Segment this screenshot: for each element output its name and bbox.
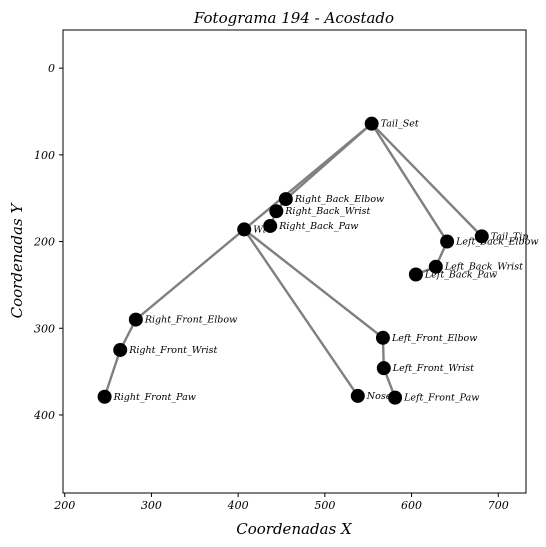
joint-label-tail-tip: Tail_Tip [491,231,529,242]
bone-tail-set-to-left-back-elbow [370,122,449,243]
joint-tail-set [364,116,379,131]
joint-label-nose: Nose [366,391,392,402]
bone-withers-to-left-front-elbow [243,228,385,339]
y-tick-label: 100 [34,149,55,162]
joint-left-back-elbow [440,234,455,249]
joint-tail-tip [474,229,489,244]
y-axis-ticks: 0 100 200 300 400 [33,62,63,422]
x-tick-label: 600 [401,499,422,512]
joint-label-right-back-paw: Right_Back_Paw [278,221,358,232]
bone-withers-to-right-front-elbow [134,228,246,321]
joint-right-front-wrist [113,342,128,357]
x-tick-label: 700 [488,499,509,512]
joint-left-front-elbow [375,330,390,345]
bone-withers-to-nose [243,228,359,398]
joint-left-front-wrist [376,361,391,376]
joint-label-left-back-wrist: Left_Back_Wrist [444,262,523,273]
chart-title: Fotograma 194 - Acostado [193,9,394,27]
x-tick-label: 200 [53,499,75,512]
x-tick-label: 400 [227,499,249,512]
plot-frame [62,29,527,494]
joint-left-back-wrist [428,259,443,274]
joint-label-left-front-wrist: Left_Front_Wrist [392,363,474,374]
joint-right-front-elbow [128,312,143,327]
y-tick-label: 200 [33,236,55,249]
joint-nose [350,388,365,403]
joint-label-right-front-paw: Right_Front_Paw [113,392,196,403]
skeleton-joints [97,116,489,405]
x-axis-ticks: 200 300 400 500 600 700 [53,493,509,512]
joint-label-right-back-wrist: Right_Back_Wrist [284,206,370,217]
y-tick-label: 300 [34,322,55,335]
joint-withers [237,222,252,237]
joint-label-left-front-paw: Left_Front_Paw [403,393,479,404]
y-tick-label: 0 [48,62,55,75]
joint-right-back-wrist [269,204,284,219]
joint-label-right-back-elbow: Right_Back_Elbow [294,194,384,205]
joint-label-right-front-elbow: Right_Front_Elbow [144,315,237,326]
x-axis-label: Coordenadas X [236,520,353,538]
skeleton-bones [103,122,483,399]
joint-left-front-paw [388,390,403,405]
y-axis-label: Coordenadas Y [8,202,26,319]
y-tick-label: 400 [33,409,55,422]
joint-label-right-front-wrist: Right_Front_Wrist [128,345,217,356]
joint-left-back-paw [408,267,423,282]
x-tick-label: 300 [141,499,162,512]
bone-tail-set-to-withers [243,122,373,231]
x-tick-label: 500 [314,499,335,512]
joint-right-back-elbow [278,192,293,207]
joint-right-front-paw [97,389,112,404]
joint-label-tail-set: Tail_Set [381,119,419,130]
joint-label-left-back-paw: Left_Back_Paw [424,270,497,281]
bone-right-front-wrist-to-right-front-paw [103,348,122,398]
joint-label-left-back-elbow: Left_Back_Elbow [455,237,538,248]
joint-label-left-front-elbow: Left_Front_Elbow [391,333,477,344]
bone-tail-set-to-tail-tip [370,122,483,238]
joint-right-back-paw [263,218,278,233]
joint-label-withers: Wi [253,224,266,235]
